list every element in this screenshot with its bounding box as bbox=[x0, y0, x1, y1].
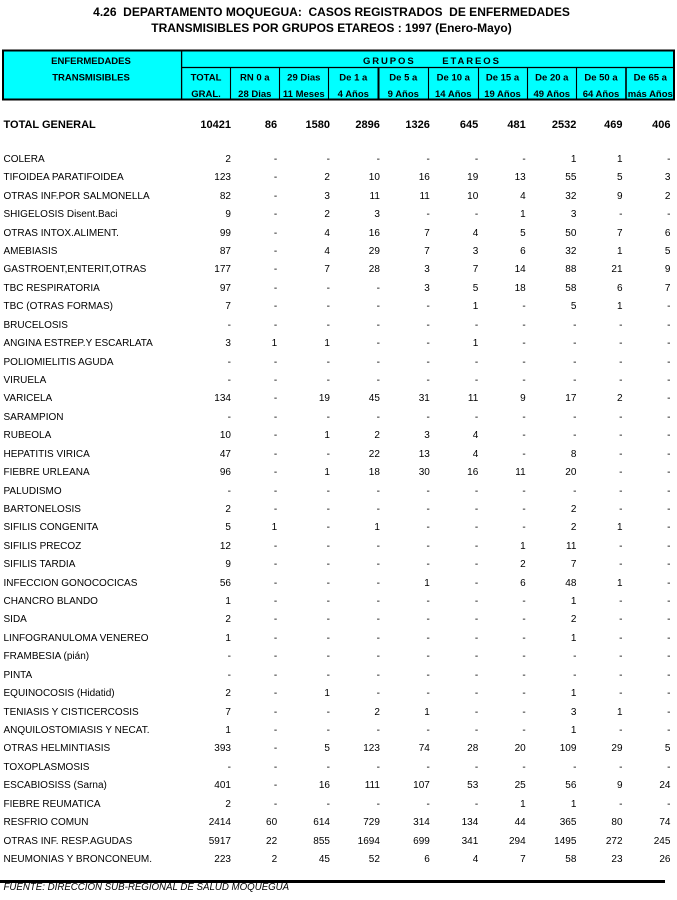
svg-text:11 Meses: 11 Meses bbox=[283, 89, 325, 100]
svg-text:De 20 a: De 20 a bbox=[535, 73, 569, 84]
svg-text:RN 0 a: RN 0 a bbox=[240, 73, 270, 84]
svg-text:De 5 a: De 5 a bbox=[389, 73, 418, 84]
svg-text:28 Dias: 28 Dias bbox=[238, 89, 271, 100]
svg-text:ENFERMEDADES: ENFERMEDADES bbox=[51, 56, 131, 67]
svg-text:De 50 a: De 50 a bbox=[584, 73, 618, 84]
svg-text:9 Años: 9 Años bbox=[388, 89, 419, 100]
svg-text:De 10 a: De 10 a bbox=[437, 73, 471, 84]
svg-text:más Años: más Años bbox=[628, 89, 673, 100]
svg-text:ETAREOS: ETAREOS bbox=[442, 56, 501, 67]
svg-text:De 1 a: De 1 a bbox=[339, 73, 368, 84]
svg-text:19 Años: 19 Años bbox=[484, 89, 521, 100]
svg-text:4 Años: 4 Años bbox=[338, 89, 369, 100]
svg-text:De 15 a: De 15 a bbox=[486, 73, 520, 84]
svg-text:TRANSMISIBLES: TRANSMISIBLES bbox=[52, 73, 130, 84]
svg-text:TOTAL: TOTAL bbox=[191, 73, 222, 84]
svg-text:29 Dias: 29 Dias bbox=[287, 73, 320, 84]
svg-text:GRAL.: GRAL. bbox=[191, 89, 221, 100]
svg-text:14 Años: 14 Años bbox=[435, 89, 472, 100]
svg-text:GRUPOS: GRUPOS bbox=[363, 56, 416, 67]
svg-text:De 65 a: De 65 a bbox=[634, 73, 668, 84]
svg-text:64 Años: 64 Años bbox=[583, 89, 620, 100]
svg-text:49 Años: 49 Años bbox=[533, 89, 570, 100]
